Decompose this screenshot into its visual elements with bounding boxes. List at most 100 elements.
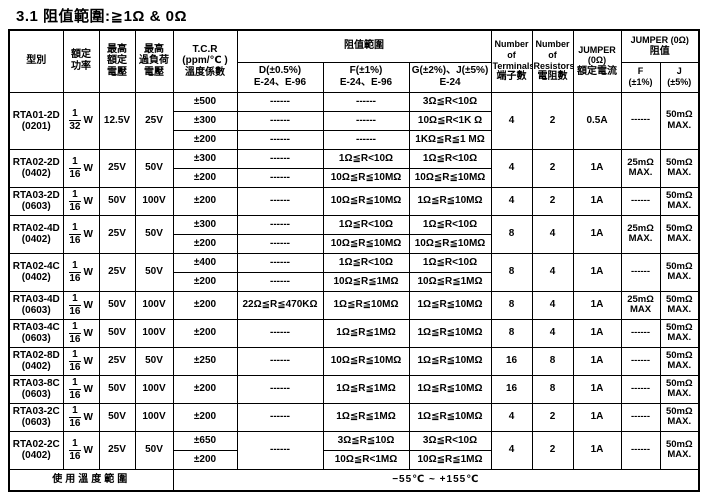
max-rated-voltage-cell: 25V — [98, 346, 136, 376]
model-package: (0603) — [21, 333, 51, 344]
terminals-cell: 8 — [490, 318, 533, 348]
power-fraction: 1 16 — [69, 221, 81, 246]
range-f-cell: 1Ω≦R≦1MΩ — [322, 402, 410, 432]
rated-power-cell: 1 16 W — [62, 214, 100, 254]
range-g-cell: 10Ω≦R≦10MΩ — [408, 233, 492, 254]
model-cell: RTA03-2C (0603) — [8, 402, 64, 432]
power-fraction: 1 16 — [69, 376, 81, 401]
jumper-j-cell: 50mΩ MAX. — [659, 374, 700, 404]
resistors-cell: 4 — [531, 318, 574, 348]
col-header-tolerance-d: D(±0.5%) E-24、E-96 — [236, 61, 324, 93]
max-overload-voltage-cell: 100V — [134, 402, 174, 432]
jumper-f-cell: ------ — [620, 346, 661, 376]
jumper-j-cell: 50mΩ MAX. — [659, 318, 700, 348]
col-header-max-rated-voltage: 最高 額定 電壓 — [98, 29, 136, 93]
range-g-cell: 1Ω≦R≦10MΩ — [408, 186, 492, 216]
jumper-j-cell: 50mΩ MAX. — [659, 346, 700, 376]
jumper-current-cell: 1A — [572, 430, 622, 470]
terminals-cell: 16 — [490, 374, 533, 404]
tcr-cell: ±300 — [172, 148, 238, 169]
range-g-cell: 3Ω≦R<10Ω — [408, 91, 492, 112]
product-row: RTA03-8C (0603) 1 16 W 50V 100V ±200 ------ 1Ω≦R… — [8, 374, 700, 404]
tcr-cell: ±500 — [172, 91, 238, 112]
range-g-cell: 10Ω≦R<1K Ω — [408, 110, 492, 131]
col-header-tolerance-f: F(±1%) E-24、E-96 — [322, 61, 410, 93]
jumper-f-cell: ------ — [620, 252, 661, 292]
jumper-j-cell: 50mΩ MAX. — [659, 290, 700, 320]
max-rated-voltage-cell: 25V — [98, 214, 136, 254]
max-rated-voltage-cell: 50V — [98, 290, 136, 320]
range-d-cell: 22Ω≦R≦470KΩ — [236, 290, 324, 320]
max-overload-voltage-cell: 100V — [134, 186, 174, 216]
model-name: RTA03-8C — [12, 378, 60, 389]
range-d-cell: ------ — [236, 318, 324, 348]
col-header-jumper-f: F (±1%) — [620, 61, 661, 93]
range-g-cell: 1Ω≦R<10Ω — [408, 148, 492, 169]
terminals-cell: 4 — [490, 91, 533, 150]
model-name: RTA02-8D — [12, 350, 60, 361]
jumper-current-cell: 1A — [572, 346, 622, 376]
model-name: RTA03-4C — [12, 322, 60, 333]
jumper-current-cell: 1A — [572, 148, 622, 188]
model-name: RTA01-2D — [12, 109, 60, 121]
model-cell: RTA02-4C (0402) — [8, 252, 64, 292]
model-cell: RTA03-8C (0603) — [8, 374, 64, 404]
rated-power-cell: 1 16 W — [62, 430, 100, 470]
model-cell: RTA02-8D (0402) — [8, 346, 64, 376]
max-rated-voltage-cell: 50V — [98, 318, 136, 348]
jumper-j-cell: 50mΩ MAX. — [659, 402, 700, 432]
col-header-jumper-resistance-group: JUMPER (0Ω) 阻值 — [620, 29, 700, 63]
resistors-cell: 4 — [531, 290, 574, 320]
power-unit: W — [80, 444, 93, 456]
range-f-cell: 10Ω≦R≦10MΩ — [322, 186, 410, 216]
range-d-cell: ------ — [236, 129, 324, 150]
tcr-cell: ±400 — [172, 252, 238, 273]
power-fraction: 1 16 — [69, 348, 81, 373]
model-cell: RTA02-2D (0402) — [8, 148, 64, 188]
range-g-cell: 10Ω≦R≦10MΩ — [408, 167, 492, 188]
model-name: RTA02-4C — [12, 261, 60, 272]
range-g-cell: 1Ω≦R≦10MΩ — [408, 402, 492, 432]
product-row: RTA03-2C (0603) 1 16 W 50V 100V ±200 ------ 1Ω≦R… — [8, 402, 700, 432]
jumper-f-cell: ------ — [620, 374, 661, 404]
temp-range-value: −55℃ ~ +155℃ — [172, 468, 700, 492]
power-fraction: 1 16 — [69, 259, 81, 284]
product-row: RTA02-8D (0402) 1 16 W 25V 50V ±250 ------ 10Ω≦R… — [8, 346, 700, 376]
product-row: RTA02-2D (0402) 1 16 W 25V 50V ±300 ------ 1Ω≦R<… — [8, 148, 700, 188]
tcr-cell: ±200 — [172, 374, 238, 404]
range-g-cell: 1Ω≦R<10Ω — [408, 252, 492, 273]
col-header-max-overload-voltage: 最高 過負荷 電壓 — [134, 29, 174, 93]
range-f-cell: 10Ω≦R≦10MΩ — [322, 167, 410, 188]
range-d-cell: ------ — [236, 148, 324, 169]
max-overload-voltage-cell: 50V — [134, 252, 174, 292]
range-f-cell: 10Ω≦R≦1MΩ — [322, 271, 410, 292]
range-g-cell: 1Ω≦R≦10MΩ — [408, 346, 492, 376]
model-cell: RTA02-2C (0402) — [8, 430, 64, 470]
range-d-cell: ------ — [236, 167, 324, 188]
rated-power-cell: 1 16 W — [62, 290, 100, 320]
rated-power-cell: 1 16 W — [62, 252, 100, 292]
col-header-jumper-j: J (±5%) — [659, 61, 700, 93]
range-d-cell: ------ — [236, 402, 324, 432]
resistors-cell: 2 — [531, 148, 574, 188]
jumper-j-cell: 50mΩ MAX. — [659, 148, 700, 188]
terminals-cell: 4 — [490, 430, 533, 470]
range-g-cell: 1Ω≦R≦10MΩ — [408, 318, 492, 348]
rated-power-cell: 1 16 W — [62, 346, 100, 376]
jumper-f-cell: ------ — [620, 318, 661, 348]
jumper-current-cell: 1A — [572, 318, 622, 348]
range-g-cell: 1KΩ≦R≦1 MΩ — [408, 129, 492, 150]
power-unit: W — [80, 299, 93, 311]
tcr-cell: ±200 — [172, 271, 238, 292]
power-fraction: 1 16 — [69, 320, 81, 345]
temp-range-label: 使用溫度範圍 — [8, 468, 174, 492]
model-name: RTA02-2D — [12, 157, 60, 168]
max-rated-voltage-cell: 50V — [98, 374, 136, 404]
power-unit: W — [80, 228, 93, 240]
range-d-cell: ------ — [236, 271, 324, 292]
jumper-j-cell: 50mΩ MAX. — [659, 430, 700, 470]
range-f-cell: 10Ω≦R<1MΩ — [322, 449, 410, 470]
jumper-j-cell: 50mΩ MAX. — [659, 186, 700, 216]
power-unit: W — [80, 266, 93, 278]
range-f-cell: 1Ω≦R≦10MΩ — [322, 290, 410, 320]
